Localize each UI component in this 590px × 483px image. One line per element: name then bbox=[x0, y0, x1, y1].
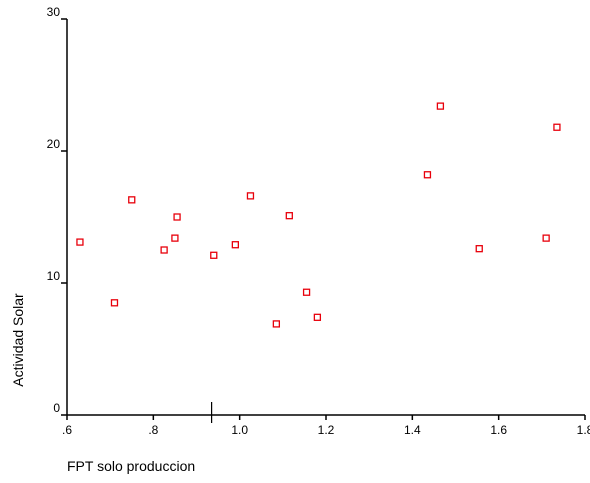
data-point bbox=[313, 313, 322, 321]
data-points bbox=[76, 102, 561, 328]
x-tick-label: 1.0 bbox=[231, 423, 248, 437]
data-point bbox=[128, 196, 136, 204]
y-axis-title: Actividad Solar bbox=[10, 293, 26, 387]
data-point bbox=[272, 320, 281, 328]
x-axis-ticks: .6 .8 1.0 1.2 1.4 1.6 1.8 bbox=[62, 402, 590, 437]
x-tick-label: 1.4 bbox=[404, 423, 421, 437]
data-point bbox=[171, 234, 179, 242]
data-point bbox=[285, 212, 293, 220]
y-tick-label: 0 bbox=[53, 401, 60, 415]
y-tick-label: 20 bbox=[47, 137, 61, 151]
y-axis-ticks: 0 10 20 30 bbox=[47, 5, 67, 416]
data-point bbox=[302, 288, 311, 296]
x-tick-label: 1.2 bbox=[318, 423, 335, 437]
data-point bbox=[173, 213, 181, 221]
data-point bbox=[436, 102, 445, 110]
data-point bbox=[553, 123, 561, 131]
data-point bbox=[231, 241, 240, 249]
x-tick-label: 1.6 bbox=[490, 423, 507, 437]
data-point bbox=[475, 245, 483, 253]
data-point bbox=[76, 238, 84, 246]
data-point bbox=[423, 171, 432, 179]
x-tick-label: .6 bbox=[62, 423, 72, 437]
y-tick-label: 30 bbox=[47, 5, 61, 19]
x-tick-label: .8 bbox=[148, 423, 158, 437]
data-point bbox=[542, 234, 550, 242]
y-tick-label: 10 bbox=[47, 269, 61, 283]
data-point bbox=[160, 246, 168, 254]
data-point bbox=[210, 251, 218, 259]
x-tick-label: 1.8 bbox=[577, 423, 590, 437]
data-point bbox=[110, 299, 119, 307]
data-point bbox=[246, 192, 255, 200]
plot-area bbox=[66, 19, 585, 416]
x-axis-title: FPT solo produccion bbox=[67, 458, 195, 474]
